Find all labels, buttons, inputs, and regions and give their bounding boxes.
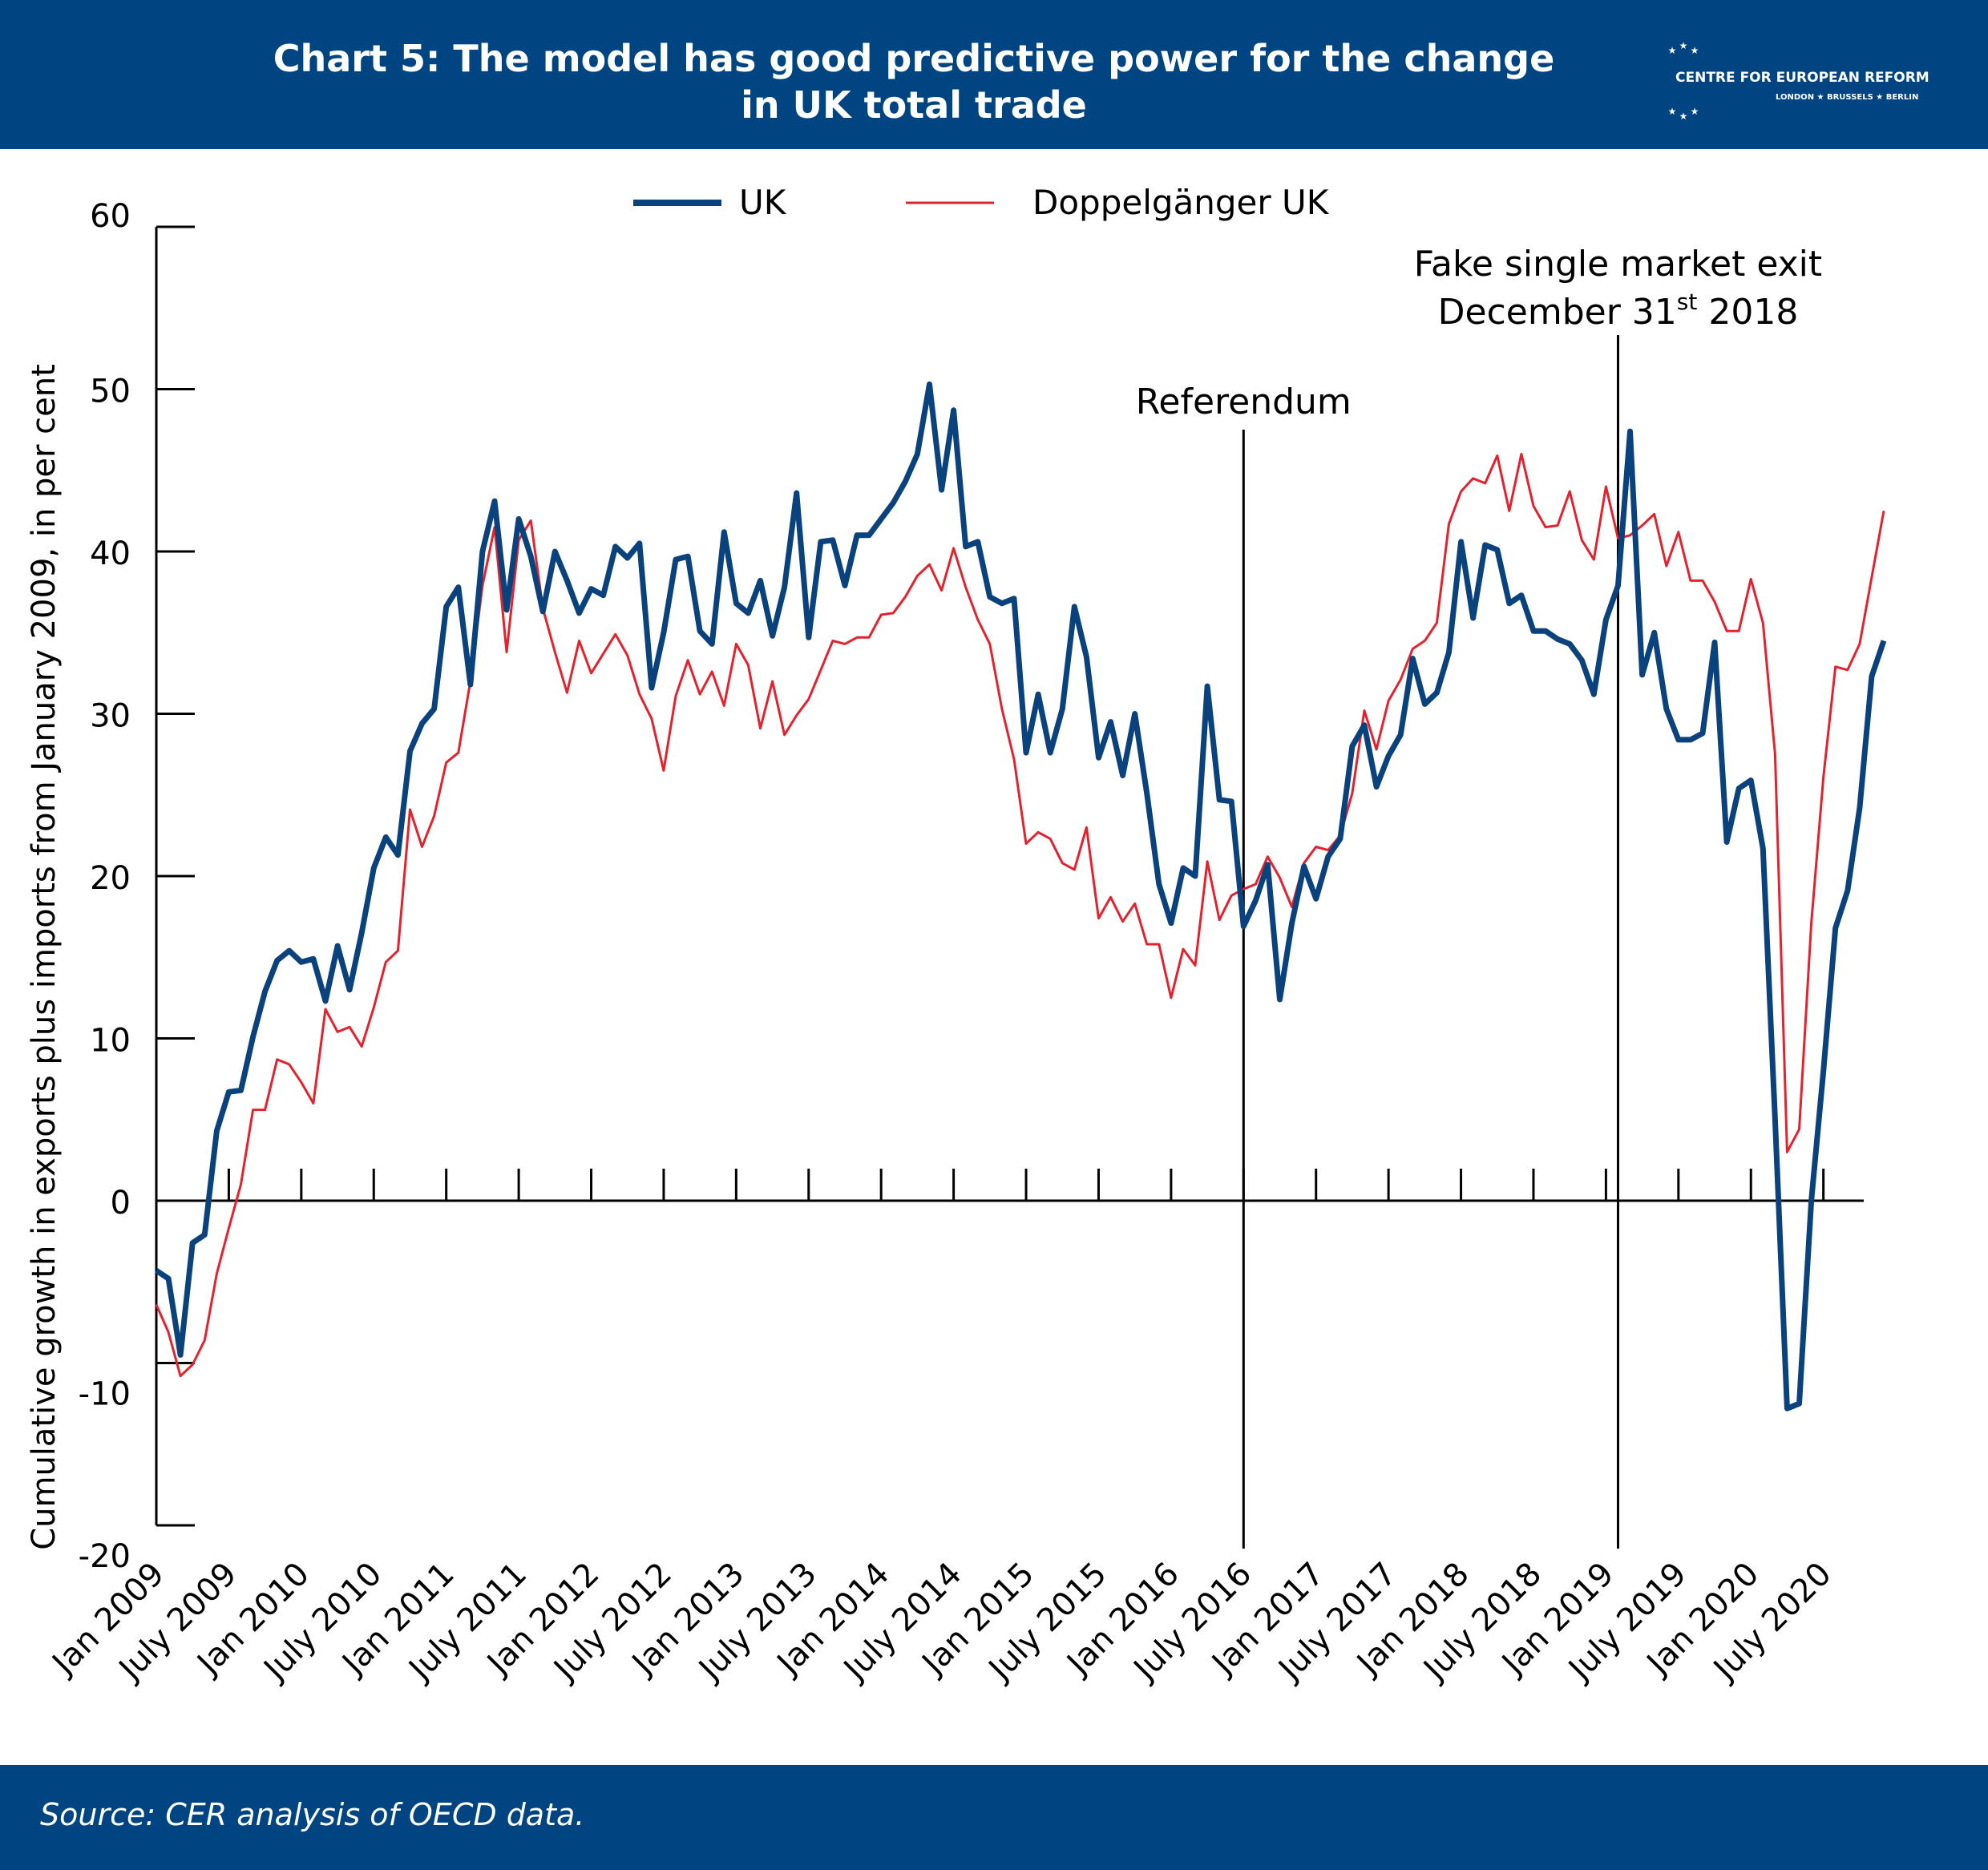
single-market-exit-label-line2: December 31st 2018 xyxy=(1438,289,1799,333)
chart-title: Chart 5: The model has good predictive p… xyxy=(192,35,1635,128)
y-tick-label: 50 xyxy=(90,374,131,410)
logo-star-icon: ★ xyxy=(1679,111,1688,122)
source-note: Source: CER analysis of OECD data. xyxy=(40,1797,585,1832)
logo-star-icon: ★ xyxy=(1668,106,1677,117)
logo-star-icon: ★ xyxy=(1691,45,1699,56)
y-tick-label: -20 xyxy=(79,1538,131,1575)
legend-uk-label: UK xyxy=(739,183,787,222)
y-tick-label: 20 xyxy=(90,860,131,897)
cer-logo: ★★★★ ★ ★ CENTRE FOR EUROPEAN REFORM LONDON… xyxy=(1668,40,1929,122)
series-doppelganger-line xyxy=(155,453,1885,1378)
series xyxy=(155,381,1887,1412)
logo-text: CENTRE FOR EUROPEAN REFORM xyxy=(1675,70,1929,86)
legend: UK Doppelgänger UK xyxy=(633,183,1330,222)
logo-star-icon: ★ xyxy=(1679,40,1688,51)
y-tick-label: 10 xyxy=(90,1023,131,1060)
series-uk-line xyxy=(155,381,1887,1412)
single-market-exit-label-line1: Fake single market exit xyxy=(1414,244,1822,285)
logo-subtext: LONDON ★ BRUSSELS ★ BERLIN xyxy=(1776,93,1918,102)
logo-star-icon: ★ xyxy=(1691,106,1699,117)
chart-title-line2: in UK total trade xyxy=(741,83,1087,127)
y-tick-label: -10 xyxy=(79,1376,131,1413)
y-tick-label: 0 xyxy=(111,1185,131,1222)
footer-bar: Source: CER analysis of OECD data. xyxy=(0,1765,1988,1870)
legend-doppel-label: Doppelgänger UK xyxy=(1032,183,1330,222)
referendum-label: Referendum xyxy=(1136,382,1352,422)
y-tick-label: 60 xyxy=(90,198,131,235)
line-chart: UK Doppelgänger UK Cumulative growth in … xyxy=(26,183,1887,1689)
header-bar: Chart 5: The model has good predictive p… xyxy=(0,0,1988,149)
y-axis-label: Cumulative growth in exports plus import… xyxy=(26,364,63,1550)
y-tick-label: 30 xyxy=(90,698,131,735)
y-tick-label: 40 xyxy=(90,535,131,572)
logo-stars-icon: ★★★★ ★ ★ xyxy=(1668,40,1699,122)
logo-star-icon: ★ xyxy=(1668,45,1677,56)
chart-title-line1: Chart 5: The model has good predictive p… xyxy=(273,37,1555,80)
